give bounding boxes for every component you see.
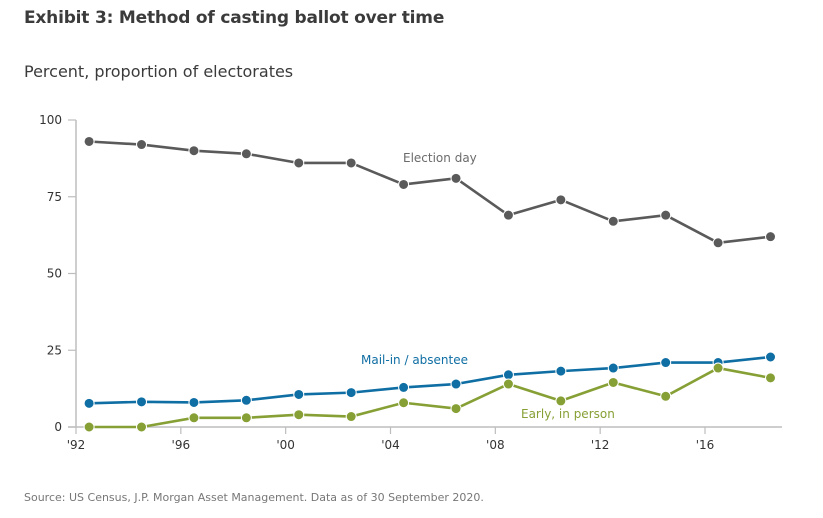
data-point	[607, 215, 619, 227]
data-point	[345, 387, 357, 399]
data-point	[136, 396, 148, 408]
series-labels: Election day Mail-in / absentee Early, in …	[361, 151, 615, 421]
x-tick-label: '96	[172, 438, 191, 452]
data-point	[765, 231, 777, 243]
y-tick-label: 50	[47, 267, 62, 281]
data-point	[555, 395, 567, 407]
series-line	[89, 366, 771, 429]
x-tick-label: '04	[381, 438, 400, 452]
data-point	[188, 412, 200, 424]
data-point	[398, 397, 410, 409]
series-label-mail-in-absentee: Mail-in / absentee	[361, 353, 468, 367]
data-point	[136, 421, 148, 433]
data-point	[712, 237, 724, 249]
data-point	[660, 390, 672, 402]
series-mail-in-absentee	[83, 351, 777, 409]
x-tick-label: '16	[696, 438, 715, 452]
data-point	[398, 178, 410, 190]
data-point	[345, 157, 357, 169]
y-tick-label: 75	[47, 190, 62, 204]
series-early-in-person	[83, 362, 777, 433]
data-point	[293, 388, 305, 400]
data-point	[83, 397, 95, 409]
data-point	[398, 381, 410, 393]
data-point	[660, 357, 672, 369]
data-point	[555, 365, 567, 377]
data-point	[607, 376, 619, 388]
series-election-day	[83, 135, 777, 249]
data-point	[502, 378, 514, 390]
axes: 0 25 50 75 100 '92 '96 '00 '04 '08 '12 '16	[39, 113, 782, 452]
series-line	[89, 140, 771, 245]
data-point	[188, 396, 200, 408]
x-tick-label: '12	[591, 438, 610, 452]
data-point	[765, 351, 777, 363]
series-lines	[83, 135, 777, 433]
data-point	[502, 369, 514, 381]
data-point	[450, 378, 462, 390]
data-point	[240, 148, 252, 160]
data-point	[450, 403, 462, 415]
x-tick-label: '08	[486, 438, 505, 452]
data-point	[293, 409, 305, 421]
data-point	[293, 157, 305, 169]
data-point	[136, 139, 148, 151]
chart-subtitle: Percent, proportion of electorates	[24, 62, 294, 81]
data-point	[240, 394, 252, 406]
data-point	[240, 412, 252, 424]
chart-title: Exhibit 3: Method of casting ballot over…	[24, 8, 445, 28]
y-tick-label: 25	[47, 343, 62, 357]
x-tick-label: '92	[67, 438, 86, 452]
data-point	[502, 209, 514, 221]
series-label-election-day: Election day	[403, 151, 477, 165]
data-point	[188, 145, 200, 157]
data-point	[555, 194, 567, 206]
x-tick-label: '00	[276, 438, 295, 452]
data-point	[660, 209, 672, 221]
series-label-early-in-person: Early, in person	[521, 407, 615, 421]
data-point	[83, 421, 95, 433]
data-point	[712, 362, 724, 374]
y-tick-label: 0	[54, 420, 62, 434]
source-note: Source: US Census, J.P. Morgan Asset Man…	[24, 491, 484, 504]
series-line	[89, 355, 771, 405]
data-point	[83, 135, 95, 147]
data-point	[345, 411, 357, 423]
data-point	[450, 172, 462, 184]
y-tick-label: 100	[39, 113, 62, 127]
data-point	[765, 372, 777, 384]
data-point	[607, 362, 619, 374]
